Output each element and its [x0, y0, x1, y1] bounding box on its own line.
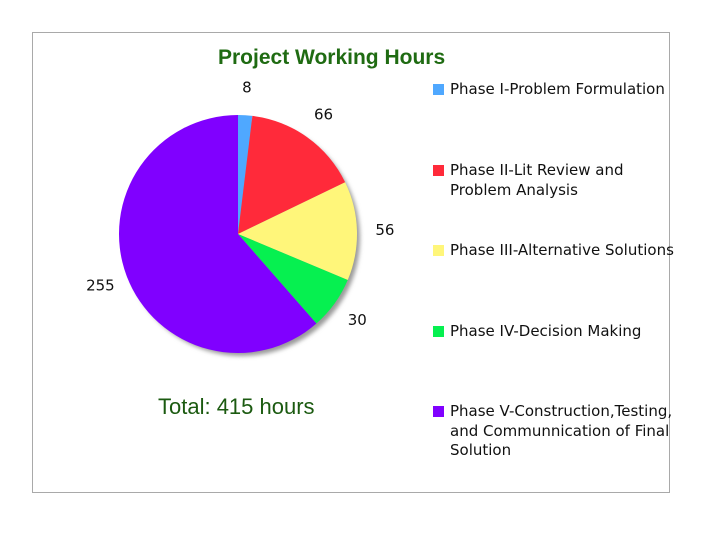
slice-value-label: 255 [86, 277, 115, 295]
legend-label: Phase II-Lit Review and Problem Analysis [450, 161, 624, 199]
legend-swatch [433, 326, 444, 337]
pie-slice [238, 115, 346, 234]
chart-title: Project Working Hours [218, 46, 446, 69]
legend-swatch [433, 406, 444, 417]
pie-slice [238, 182, 357, 281]
legend-swatch [433, 84, 444, 95]
legend-label: Phase V-Construction,Testing, and Commun… [450, 402, 673, 459]
legend-label: Phase I-Problem Formulation [450, 80, 665, 98]
slice-value-label: 8 [242, 78, 252, 96]
slice-value-label: 30 [348, 311, 367, 329]
total-hours-label: Total: 415 hours [158, 394, 315, 419]
slice-value-label: 56 [375, 221, 394, 239]
legend-swatch [433, 165, 444, 176]
slice-value-label: 66 [314, 105, 333, 123]
legend-swatch [433, 245, 444, 256]
pie-slice [118, 114, 317, 353]
legend-label: Phase IV-Decision Making [450, 322, 642, 340]
legend-label: Phase III-Alternative Solutions [450, 241, 674, 259]
pie-slice [238, 115, 253, 234]
pie-slice [238, 234, 348, 324]
